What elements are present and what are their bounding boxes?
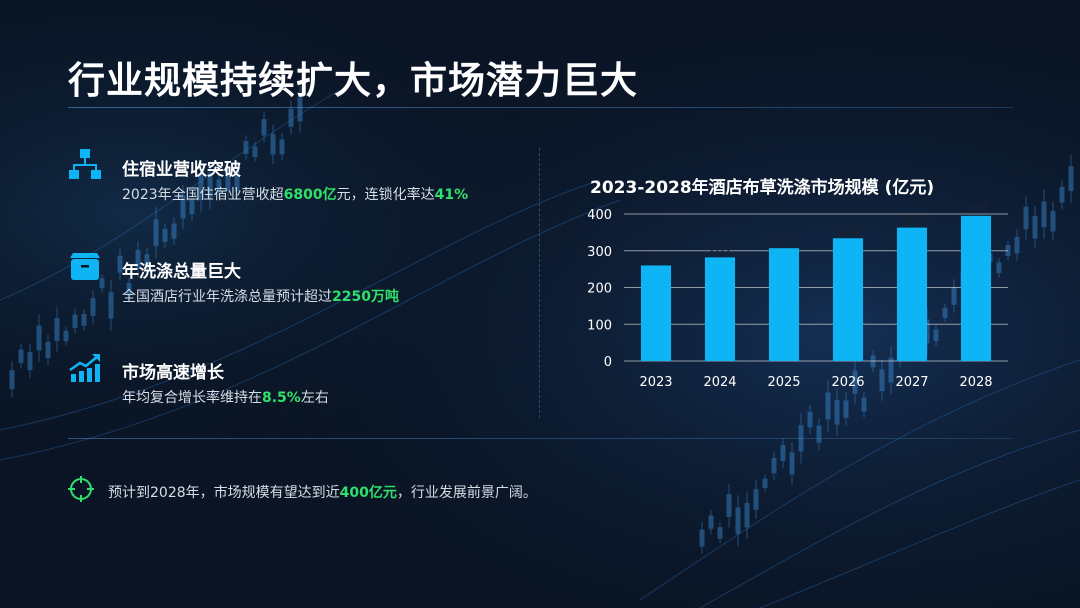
bar — [960, 215, 992, 361]
item-heading-laundry: 年洗涤总量巨大 — [122, 262, 241, 282]
hierarchy-icon — [69, 149, 101, 179]
bar-value-label: 282 — [708, 243, 733, 258]
y-tick-label: 400 — [588, 208, 612, 223]
highlight-revenue: 6800亿 — [283, 187, 337, 203]
item-desc-laundry: 全国酒店行业年洗涤总量预计超过2250万吨 — [122, 289, 399, 305]
y-tick-label: 200 — [588, 282, 612, 297]
bar — [832, 238, 864, 361]
market-size-bar-chart: 0 100 200 300 400 260 2023 282 2024 307 2025 334 202… — [588, 202, 1008, 390]
item-desc-growth: 年均复合增长率维持在8.5%左右 — [122, 390, 329, 406]
bar-value-label: 307 — [772, 234, 797, 249]
x-tick-label: 2025 — [767, 375, 800, 390]
x-tick-label: 2023 — [639, 375, 672, 390]
footer-text: 预计到2028年，市场规模有望达到近400亿元，行业发展前景广阔。 — [108, 485, 537, 501]
box-icon — [70, 253, 100, 280]
item-desc-revenue: 2023年全国住宿业营收超6800亿元，连锁化率达41% — [122, 187, 469, 203]
crosshair-target-icon — [68, 476, 94, 502]
bar — [768, 248, 800, 361]
page-title: 行业规模持续扩大，市场潜力巨大 — [68, 59, 638, 102]
x-tick-label: 2028 — [959, 375, 992, 390]
highlight-growth-rate: 8.5% — [262, 390, 301, 406]
bar — [896, 227, 928, 361]
item-heading-growth: 市场高速增长 — [122, 363, 224, 383]
bar-value-label: 334 — [836, 224, 861, 239]
growth-chart-icon — [69, 354, 100, 382]
bar-value-label: 363 — [900, 214, 925, 229]
highlight-laundry: 2250万吨 — [332, 289, 399, 305]
column-divider — [539, 148, 540, 418]
footer-divider — [68, 438, 1013, 439]
bar-value-label: 260 — [644, 251, 669, 266]
footer-highlight: 400亿元 — [339, 485, 397, 501]
x-tick-label: 2027 — [895, 375, 928, 390]
bar-value-label: 395 — [964, 202, 989, 217]
y-tick-label: 100 — [588, 318, 612, 333]
bar — [704, 257, 736, 361]
item-heading-revenue: 住宿业营收突破 — [122, 160, 241, 180]
y-tick-label: 0 — [604, 355, 612, 370]
y-tick-label: 300 — [588, 245, 612, 260]
x-tick-label: 2026 — [831, 375, 864, 390]
title-divider — [68, 107, 1013, 108]
bar — [640, 265, 672, 361]
chart-title: 2023-2028年酒店布草洗涤市场规模 (亿元) — [590, 178, 935, 198]
x-tick-label: 2024 — [703, 375, 736, 390]
highlight-chain-rate: 41% — [434, 187, 469, 203]
